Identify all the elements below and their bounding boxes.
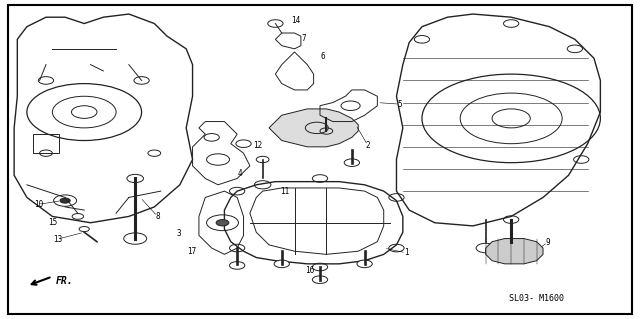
Text: 14: 14: [291, 17, 300, 26]
Text: 4: 4: [238, 169, 243, 178]
Text: SL03- M1600: SL03- M1600: [509, 294, 564, 303]
Circle shape: [357, 260, 372, 268]
Text: 15: 15: [48, 218, 57, 227]
Circle shape: [216, 219, 229, 226]
Text: 13: 13: [53, 235, 62, 244]
Circle shape: [60, 198, 70, 203]
Circle shape: [312, 276, 328, 284]
Text: 17: 17: [187, 247, 196, 256]
Circle shape: [274, 260, 289, 268]
Text: 6: 6: [321, 52, 326, 61]
Text: 2: 2: [365, 141, 370, 150]
Text: FR.: FR.: [56, 276, 73, 286]
Circle shape: [476, 243, 495, 253]
Polygon shape: [269, 109, 358, 147]
Circle shape: [127, 174, 143, 182]
Text: 3: 3: [177, 229, 182, 238]
Circle shape: [344, 159, 360, 167]
Text: 12: 12: [253, 141, 263, 150]
Text: 11: 11: [280, 187, 289, 196]
Text: 7: 7: [301, 34, 307, 43]
Text: 16: 16: [305, 266, 314, 275]
Text: 9: 9: [545, 238, 550, 247]
Text: 1: 1: [404, 248, 408, 257]
Polygon shape: [486, 239, 543, 264]
Circle shape: [124, 233, 147, 244]
Text: 10: 10: [34, 200, 43, 209]
Text: 8: 8: [155, 212, 160, 221]
Text: 5: 5: [397, 100, 402, 109]
